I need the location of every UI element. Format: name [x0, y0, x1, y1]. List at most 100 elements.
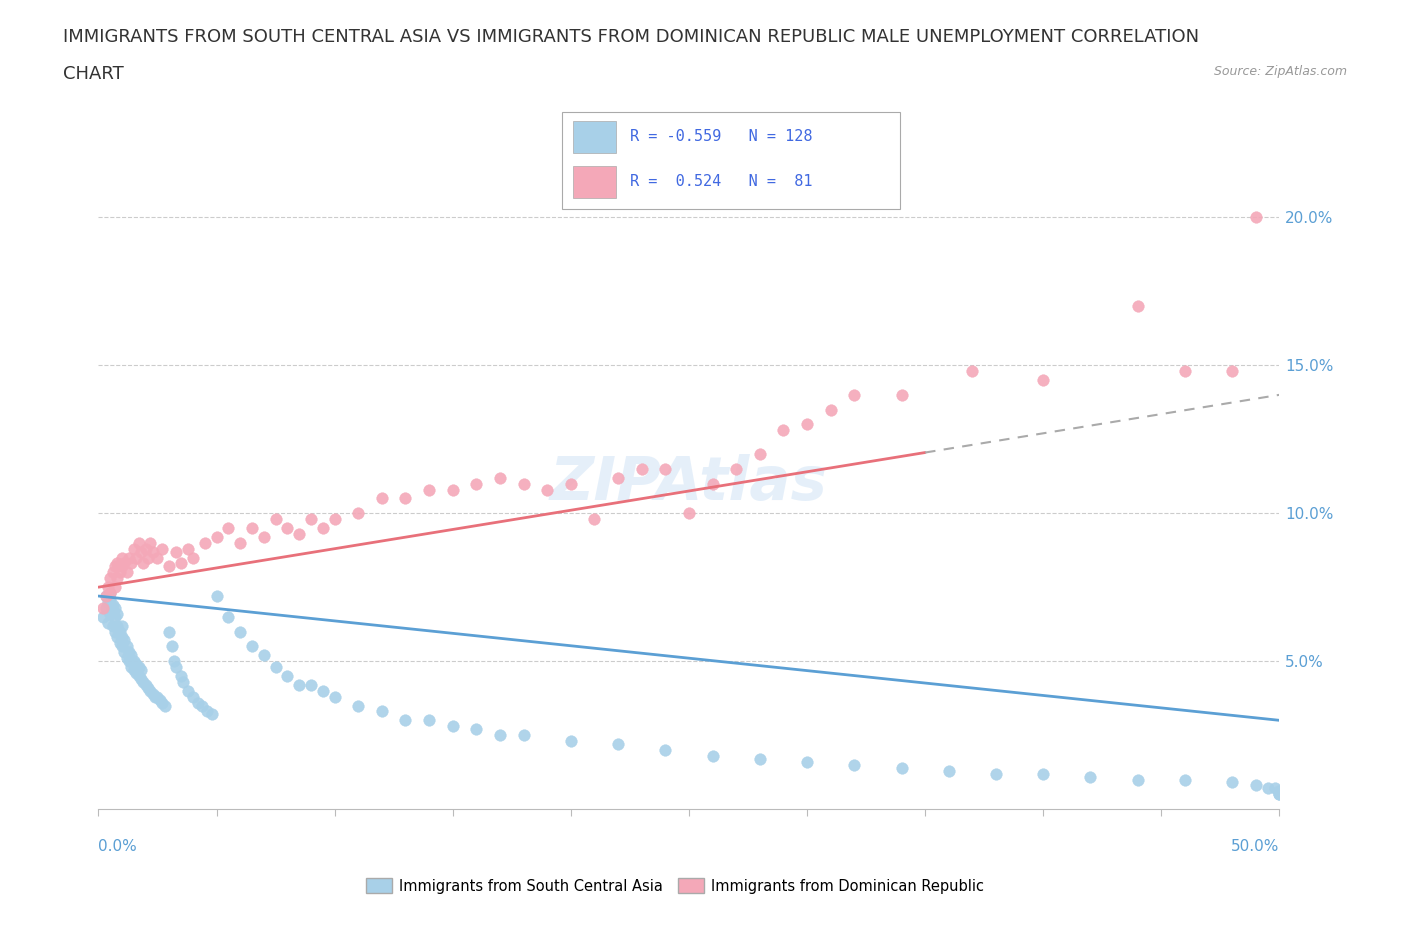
Point	[512, 476, 534, 491]
Point	[111, 639, 134, 654]
Point	[288, 526, 311, 541]
Point	[560, 734, 582, 749]
Point	[111, 551, 134, 565]
Point	[115, 639, 138, 654]
Point	[1268, 787, 1291, 802]
Point	[240, 521, 263, 536]
Point	[607, 737, 630, 751]
Point	[312, 521, 335, 536]
Text: 50.0%: 50.0%	[1232, 839, 1279, 854]
Point	[288, 677, 311, 692]
Point	[94, 589, 117, 604]
Point	[465, 722, 488, 737]
Point	[101, 597, 124, 612]
Point	[121, 648, 143, 663]
Point	[111, 618, 134, 633]
Point	[112, 633, 135, 648]
Point	[394, 491, 416, 506]
Point	[253, 529, 276, 544]
Point	[122, 654, 145, 669]
Point	[97, 616, 120, 631]
Point	[108, 624, 131, 639]
Point	[702, 476, 724, 491]
Point	[418, 713, 440, 728]
Point	[125, 657, 148, 671]
Point	[536, 482, 558, 497]
Point	[195, 704, 218, 719]
Point	[142, 544, 165, 559]
Point	[97, 579, 120, 594]
Point	[181, 551, 204, 565]
Point	[748, 751, 770, 766]
Point	[157, 624, 180, 639]
Point	[194, 536, 217, 551]
Point	[177, 541, 200, 556]
Point	[205, 589, 228, 604]
Point	[163, 654, 186, 669]
Point	[135, 541, 157, 556]
Point	[104, 624, 127, 639]
Point	[844, 388, 866, 403]
Point	[217, 521, 239, 536]
Point	[299, 677, 322, 692]
Point	[104, 609, 127, 624]
Point	[725, 461, 748, 476]
Point	[1244, 210, 1267, 225]
Point	[181, 689, 204, 704]
Text: 0.0%: 0.0%	[98, 839, 138, 854]
Point	[748, 446, 770, 461]
Point	[276, 669, 298, 684]
Point	[1174, 364, 1197, 379]
Point	[108, 565, 131, 579]
Point	[229, 624, 252, 639]
Point	[583, 512, 606, 526]
Point	[118, 654, 141, 669]
Point	[150, 541, 173, 556]
Point	[146, 689, 169, 704]
Point	[97, 594, 120, 609]
Point	[129, 671, 152, 686]
Point	[153, 698, 176, 713]
Point	[132, 556, 155, 571]
Point	[104, 601, 127, 616]
Point	[371, 704, 394, 719]
Point	[132, 674, 155, 689]
Point	[101, 604, 124, 618]
Point	[125, 551, 148, 565]
Point	[104, 579, 127, 594]
Text: R = -0.559   N = 128: R = -0.559 N = 128	[630, 129, 813, 144]
Point	[170, 556, 193, 571]
Point	[253, 648, 276, 663]
Point	[98, 606, 121, 621]
Point	[654, 742, 676, 757]
Point	[129, 544, 152, 559]
Point	[276, 521, 298, 536]
Point	[1126, 299, 1149, 313]
Point	[121, 556, 143, 571]
Point	[323, 512, 346, 526]
Point	[1268, 787, 1291, 802]
Point	[394, 713, 416, 728]
Point	[187, 695, 209, 710]
Point	[630, 461, 652, 476]
Point	[139, 684, 162, 698]
Point	[418, 482, 440, 497]
Text: IMMIGRANTS FROM SOUTH CENTRAL ASIA VS IMMIGRANTS FROM DOMINICAN REPUBLIC MALE UN: IMMIGRANTS FROM SOUTH CENTRAL ASIA VS IM…	[63, 28, 1199, 46]
Point	[112, 644, 135, 659]
Point	[101, 618, 124, 633]
Point	[441, 482, 464, 497]
Point	[1268, 784, 1291, 799]
Point	[347, 506, 370, 521]
Point	[820, 402, 842, 417]
Point	[560, 476, 582, 491]
Bar	[572, 166, 616, 197]
Point	[165, 659, 187, 674]
Point	[149, 692, 172, 707]
Point	[112, 556, 135, 571]
Point	[347, 698, 370, 713]
Point	[105, 556, 128, 571]
Point	[191, 698, 214, 713]
Point	[98, 586, 121, 601]
Point	[94, 589, 117, 604]
Point	[702, 749, 724, 764]
